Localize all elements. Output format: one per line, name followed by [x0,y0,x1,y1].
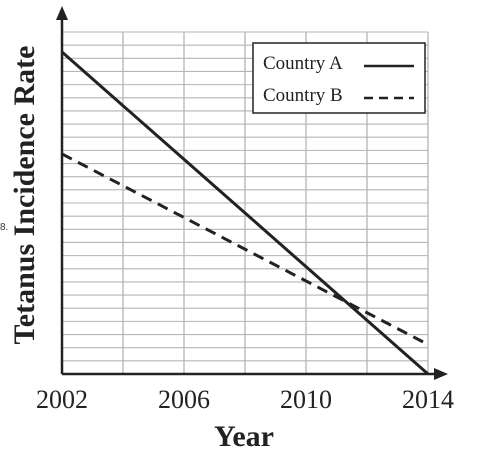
x-tick-labels: 2002 2006 2010 2014 [36,385,454,414]
x-tick-label: 2006 [158,385,210,414]
series-line-country-a [61,50,429,376]
legend: Country A Country B [252,42,426,114]
legend-label-country-b: Country B [263,85,343,106]
x-axis-arrow [434,368,448,380]
legend-label-country-a: Country A [263,53,343,74]
y-axis-arrow [56,6,68,20]
series-layer [61,50,429,376]
axes [56,6,448,380]
x-axis-title: Year [214,420,274,453]
y-axis-title: Tetanus Incidence Rate [8,46,41,345]
series-line-country-b [61,152,429,346]
legend-box [252,42,426,114]
x-tick-label: 2014 [402,385,454,414]
problem-number: 8. [0,222,8,233]
x-tick-label: 2010 [280,385,332,414]
x-tick-label: 2002 [36,385,88,414]
